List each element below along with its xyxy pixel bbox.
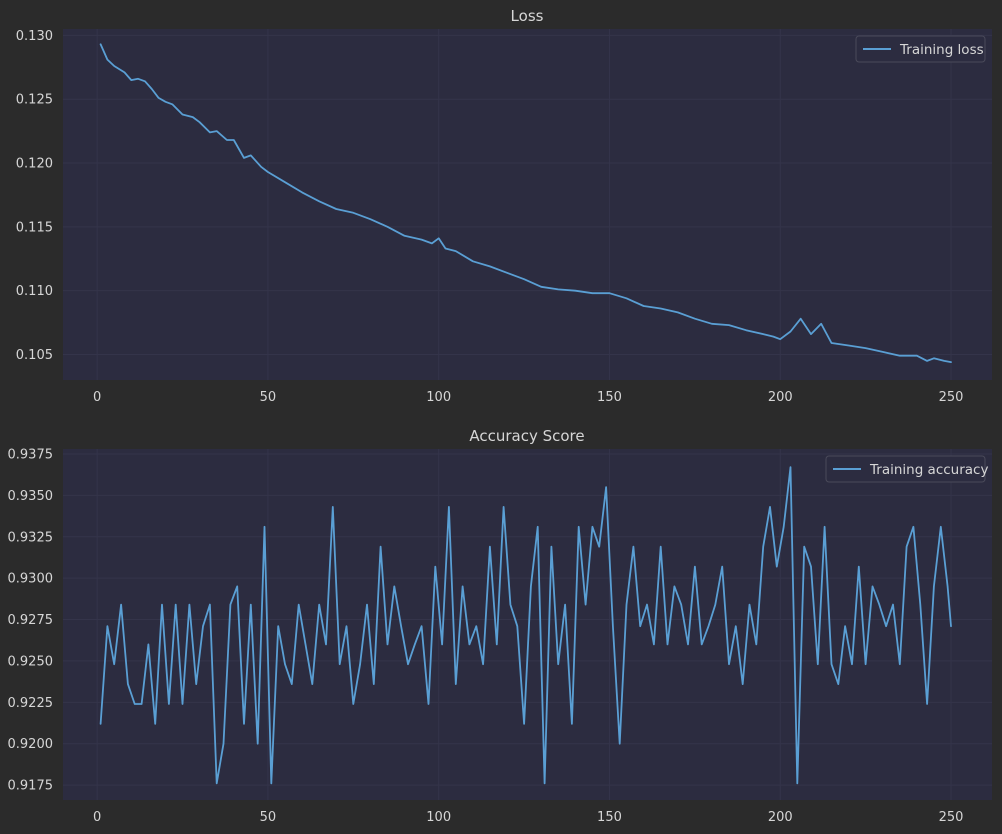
- accuracy-series: [99, 466, 952, 785]
- loss-chart-title: Loss: [511, 7, 544, 25]
- series-line: [99, 43, 952, 364]
- y-tick-label: 0.120: [16, 157, 53, 172]
- x-tick-label: 250: [939, 390, 964, 405]
- y-tick-label: 0.115: [16, 220, 53, 235]
- x-tick-label: 0: [93, 810, 101, 825]
- loss-plot-area: [63, 29, 992, 380]
- loss-grid: [63, 29, 992, 380]
- y-tick-label: 0.9200: [8, 737, 54, 752]
- y-tick-label: 0.110: [16, 284, 53, 299]
- accuracy-chart: 0 50 100 150 200 250 0.9175 0.9200 0.9225 0.9250…: [8, 427, 992, 825]
- accuracy-chart-title: Accuracy Score: [469, 427, 584, 445]
- loss-x-axis: 0 50 100 150 200 250: [93, 390, 963, 405]
- x-tick-label: 150: [597, 390, 622, 405]
- series-line: [99, 466, 952, 785]
- loss-legend-box: [855, 35, 986, 63]
- y-tick-label: 0.125: [16, 93, 53, 108]
- loss-legend-label: Training loss: [899, 42, 984, 58]
- x-tick-label: 250: [939, 810, 964, 825]
- accuracy-plot-area: [63, 449, 992, 800]
- x-tick-label: 200: [768, 390, 793, 405]
- x-tick-label: 50: [260, 810, 277, 825]
- y-tick-label: 0.9175: [8, 779, 54, 794]
- accuracy-legend: Training accuracy: [825, 455, 988, 483]
- y-tick-label: 0.9375: [8, 447, 54, 462]
- accuracy-legend-box: [825, 455, 986, 483]
- y-tick-label: 0.9275: [8, 613, 54, 628]
- y-tick-label: 0.9225: [8, 696, 54, 711]
- y-tick-label: 0.9250: [8, 654, 54, 669]
- x-tick-label: 0: [93, 390, 101, 405]
- accuracy-grid: [63, 449, 992, 800]
- x-tick-label: 150: [597, 810, 622, 825]
- x-tick-label: 50: [260, 390, 277, 405]
- accuracy-y-axis: 0.9175 0.9200 0.9225 0.9250 0.9275 0.9300 0.93…: [8, 447, 54, 793]
- y-tick-label: 0.130: [16, 29, 53, 44]
- y-tick-label: 0.9300: [8, 572, 54, 587]
- x-tick-label: 100: [426, 810, 451, 825]
- y-tick-label: 0.105: [16, 348, 53, 363]
- y-tick-label: 0.9325: [8, 530, 54, 545]
- accuracy-x-axis: 0 50 100 150 200 250: [93, 810, 963, 825]
- accuracy-legend-label: Training accuracy: [869, 462, 988, 478]
- loss-chart: 0 50 100 150 200 250 0.105 0.110 0.115 0.120 0.12…: [16, 7, 992, 405]
- y-tick-label: 0.9350: [8, 489, 54, 504]
- loss-y-axis: 0.105 0.110 0.115 0.120 0.125 0.130: [16, 29, 53, 363]
- loss-series: [99, 43, 952, 364]
- x-tick-label: 100: [426, 390, 451, 405]
- x-tick-label: 200: [768, 810, 793, 825]
- loss-legend: Training loss: [855, 35, 986, 63]
